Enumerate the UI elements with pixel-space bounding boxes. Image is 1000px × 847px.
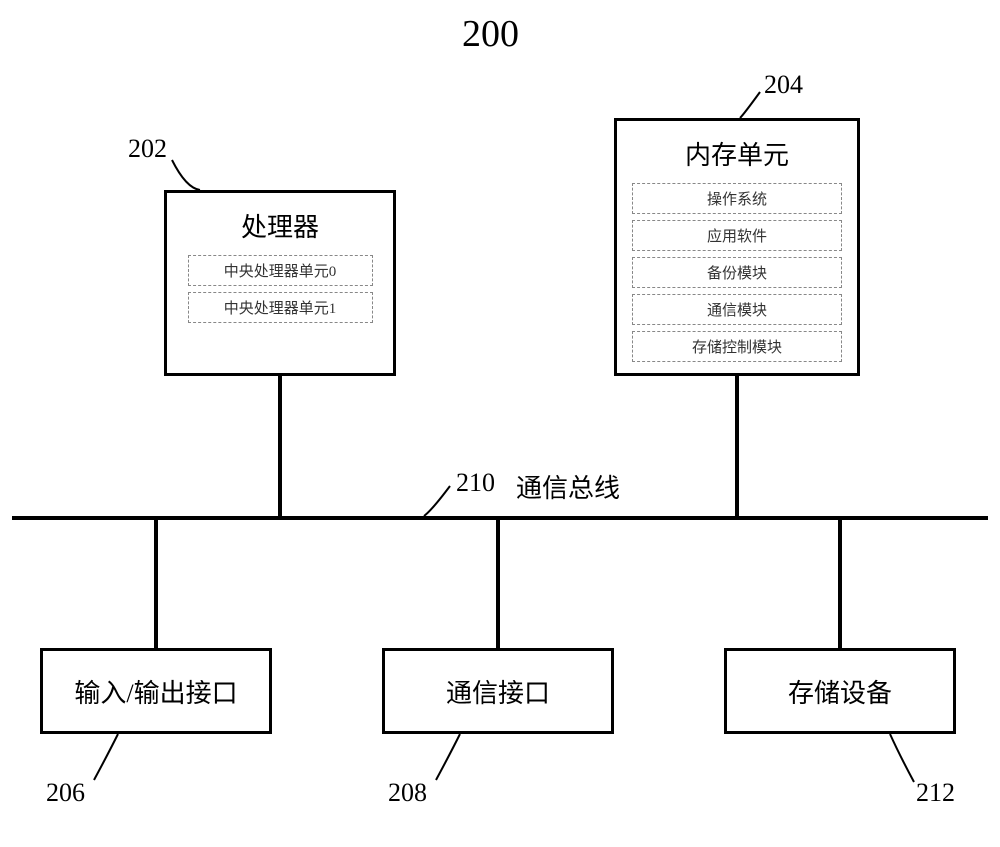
processor-title: 处理器 (241, 207, 319, 244)
figure-title: 200 (462, 12, 519, 56)
memory-box: 内存单元 操作系统 应用软件 备份模块 通信模块 存储控制模块 (614, 118, 860, 376)
ref-208: 208 (388, 778, 427, 808)
memory-title: 内存单元 (685, 135, 789, 172)
io-interface-box: 输入/输出接口 (40, 648, 272, 734)
memory-app: 应用软件 (632, 220, 842, 251)
memory-comm-module: 通信模块 (632, 294, 842, 325)
processor-cpu0: 中央处理器单元0 (188, 255, 373, 286)
ref-210-num: 210 (456, 468, 495, 498)
storage-device-label: 存储设备 (788, 673, 892, 710)
memory-to-bus (735, 376, 739, 516)
comm-interface-label: 通信接口 (446, 673, 550, 710)
memory-os: 操作系统 (632, 183, 842, 214)
processor-to-bus (278, 376, 282, 516)
comm-interface-box: 通信接口 (382, 648, 614, 734)
ref-202: 202 (128, 134, 167, 164)
ref-204: 204 (764, 70, 803, 100)
comm-to-bus (496, 520, 500, 648)
memory-backup: 备份模块 (632, 257, 842, 288)
diagram-canvas: 200 处理器 中央处理器单元0 中央处理器单元1 内存单元 操作系统 应用软件… (0, 0, 1000, 847)
ref-210-text: 通信总线 (516, 468, 620, 505)
processor-box: 处理器 中央处理器单元0 中央处理器单元1 (164, 190, 396, 376)
io-interface-label: 输入/输出接口 (74, 673, 237, 710)
ref-212: 212 (916, 778, 955, 808)
memory-storage-ctrl: 存储控制模块 (632, 331, 842, 362)
processor-cpu1: 中央处理器单元1 (188, 292, 373, 323)
ref-206: 206 (46, 778, 85, 808)
io-to-bus (154, 520, 158, 648)
storage-device-box: 存储设备 (724, 648, 956, 734)
storage-to-bus (838, 520, 842, 648)
